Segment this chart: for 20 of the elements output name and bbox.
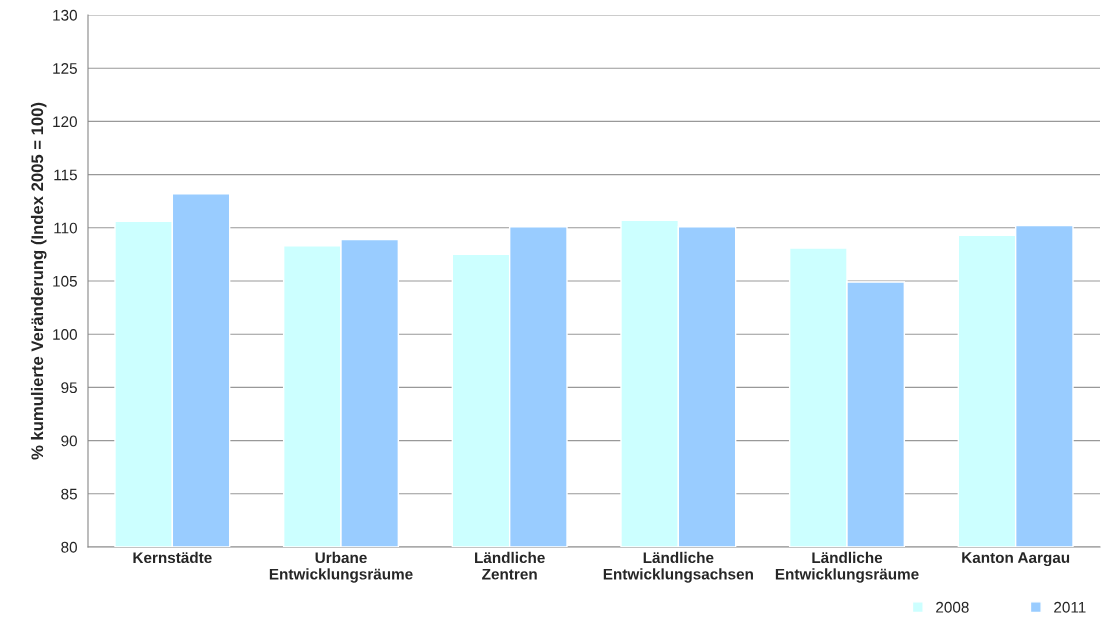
y-tick-label: 115 <box>54 169 77 181</box>
y-tick-label: 85 <box>61 488 77 500</box>
x-tick-label: Urbane Entwicklungsräume <box>269 551 413 583</box>
y-tick-label: 130 <box>53 9 77 21</box>
y-tick-label: 110 <box>54 222 77 234</box>
x-tick-label: Ländliche Entwicklungsräume <box>775 551 919 583</box>
y-axis-title: % kumulierte Veränderung (Index 2005 = 100) <box>30 102 47 460</box>
y-tick-label: 105 <box>53 275 77 287</box>
y-tick-label: 120 <box>53 116 77 128</box>
legend-label: 2008 <box>936 601 969 613</box>
y-tick-label: 80 <box>61 541 77 553</box>
x-tick-label: Kanton Aargau <box>962 552 1070 567</box>
y-tick-label: 100 <box>53 329 77 340</box>
y-tick-label: 90 <box>61 435 77 447</box>
x-tick-label: Ländliche Zentren <box>475 551 545 580</box>
x-tick-label: Ländliche Entwicklungsachsen <box>603 551 753 583</box>
legend-label: 2011 <box>1054 601 1086 613</box>
y-tick-label: 95 <box>61 382 77 394</box>
y-tick-label: 125 <box>53 63 77 74</box>
x-tick-label: Kernstädte <box>133 551 212 564</box>
